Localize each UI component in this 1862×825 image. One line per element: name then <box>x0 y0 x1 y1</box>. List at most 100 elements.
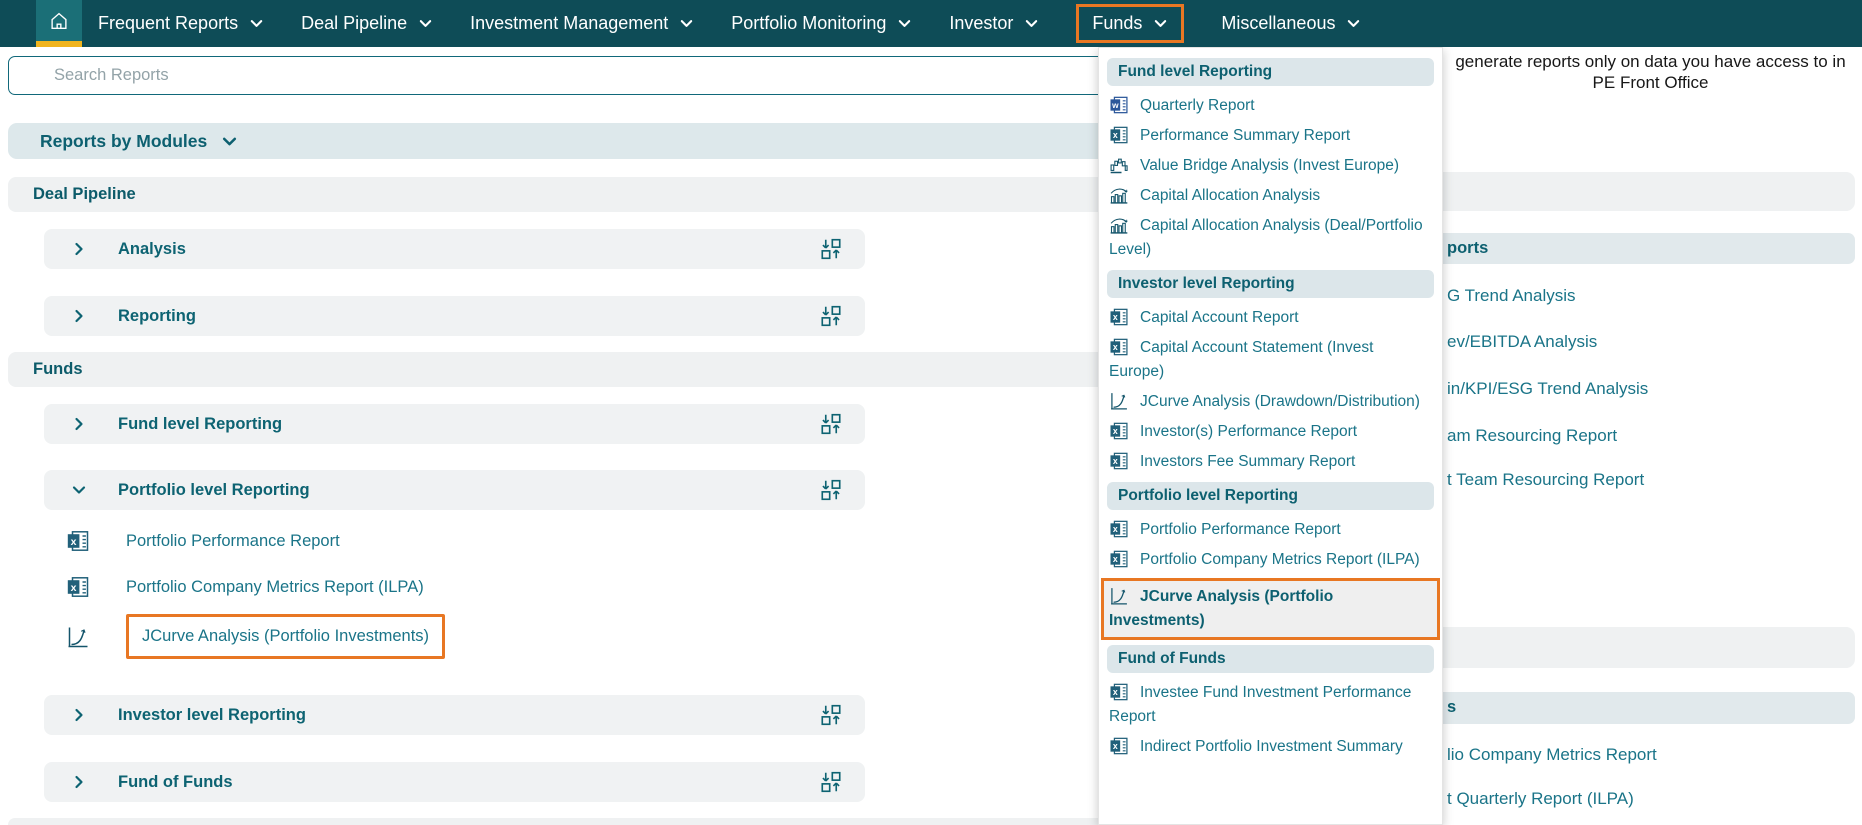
chevron-right-icon <box>75 775 83 789</box>
reorder-icon[interactable] <box>819 412 843 436</box>
chevron-down-icon <box>681 20 693 27</box>
dropdown-header-portfolio-level-reporting: Portfolio level Reporting <box>1107 482 1434 510</box>
dropdown-item-capital-allocation-analysis[interactable]: Capital Allocation Analysis <box>1107 181 1434 211</box>
right-link-kpi-esg-trend-analysis[interactable]: in/KPI/ESG Trend Analysis <box>1447 379 1649 398</box>
excel-icon: x <box>1110 520 1128 538</box>
right-link-ev-ebitda-analysis[interactable]: ev/EBITDA Analysis <box>1447 332 1598 351</box>
reorder-icon[interactable] <box>819 703 843 727</box>
dropdown-item-label: Capital Account Statement (Invest Europe… <box>1109 339 1374 380</box>
excel-icon: x <box>1110 737 1128 755</box>
accordion-label: Portfolio level Reporting <box>118 480 310 499</box>
dropdown-header-fund-level-reporting: Fund level Reporting <box>1107 58 1434 86</box>
excel-icon: x <box>67 577 89 597</box>
dropdown-item-label: Value Bridge Analysis (Invest Europe) <box>1140 157 1400 174</box>
link-portfolio-company-metrics-report-ilpa[interactable]: Portfolio Company Metrics Report (ILPA) <box>126 577 424 596</box>
nav-frequent-reports[interactable]: Frequent Reports <box>98 13 264 34</box>
svg-text:x: x <box>71 536 77 548</box>
accordion-investor-level-reporting[interactable]: Investor level Reporting <box>44 695 865 735</box>
right-link-resourcing-report[interactable]: am Resourcing Report <box>1447 426 1618 445</box>
dropdown-item-label: Indirect Portfolio Investment Summary <box>1140 738 1403 755</box>
dropdown-item-capital-allocation-analysis-deal-portfolio[interactable]: Capital Allocation Analysis (Deal/Portfo… <box>1107 211 1434 265</box>
accordion-label: Investor level Reporting <box>118 705 306 724</box>
right-link-team-resourcing-report[interactable]: t Team Resourcing Report <box>1447 470 1645 489</box>
right-link-quarterly-report-ilpa[interactable]: t Quarterly Report (ILPA) <box>1447 789 1634 808</box>
svg-text:x: x <box>1113 741 1118 751</box>
chevron-down-icon <box>1026 20 1038 27</box>
excel-icon: x <box>1110 550 1128 568</box>
dropdown-item-label: Investor(s) Performance Report <box>1140 423 1358 440</box>
dropdown-item-capital-account-report[interactable]: x Capital Account Report <box>1107 303 1434 333</box>
next-module-header-partial <box>8 818 1108 825</box>
accordion-label: Analysis <box>118 239 186 258</box>
right-link-trend-analysis[interactable]: G Trend Analysis <box>1447 286 1576 305</box>
svg-text:x: x <box>1113 130 1118 140</box>
dropdown-item-label: JCurve Analysis (Drawdown/Distribution) <box>1140 393 1420 410</box>
bar-chart-icon <box>1110 188 1128 204</box>
excel-icon: x <box>1110 126 1128 144</box>
dropdown-item-capital-account-statement[interactable]: x Capital Account Statement (Invest Europ… <box>1107 333 1434 387</box>
dropdown-item-investee-fund-investment-performance-report[interactable]: x Investee Fund Investment Performance Re… <box>1107 678 1434 732</box>
dropdown-item-indirect-portfolio-investment-summary[interactable]: x Indirect Portfolio Investment Summary <box>1107 732 1434 762</box>
nav-label: Portfolio Monitoring <box>731 13 887 33</box>
nav-investor[interactable]: Investor <box>949 13 1039 34</box>
nav-funds[interactable]: Funds <box>1076 4 1185 43</box>
accordion-reporting[interactable]: Reporting <box>44 296 865 336</box>
dropdown-item-label: Capital Account Report <box>1140 309 1299 326</box>
chevron-right-icon <box>75 708 83 722</box>
nav-deal-pipeline[interactable]: Deal Pipeline <box>301 13 433 34</box>
right-link-company-metrics-report[interactable]: lio Company Metrics Report <box>1447 745 1657 764</box>
chevron-right-icon <box>75 242 83 256</box>
dropdown-item-portfolio-company-metrics-report-ilpa[interactable]: x Portfolio Company Metrics Report (ILPA) <box>1107 545 1434 575</box>
reorder-icon[interactable] <box>819 770 843 794</box>
dropdown-item-investors-performance-report[interactable]: x Investor(s) Performance Report <box>1107 417 1434 447</box>
chevron-down-icon <box>899 20 911 27</box>
right-section-header-fragment: ports <box>1447 239 1489 257</box>
reorder-icon[interactable] <box>819 478 843 502</box>
chevron-right-icon <box>75 417 83 431</box>
dropdown-item-quarterly-report[interactable]: w Quarterly Report <box>1107 91 1434 121</box>
reorder-icon[interactable] <box>819 304 843 328</box>
dropdown-item-portfolio-performance-report[interactable]: x Portfolio Performance Report <box>1107 515 1434 545</box>
dropdown-item-label: Portfolio Company Metrics Report (ILPA) <box>1140 551 1420 568</box>
chevron-down-icon <box>223 137 237 145</box>
accordion-label: Reporting <box>118 306 196 325</box>
accordion-analysis[interactable]: Analysis <box>44 229 865 269</box>
excel-icon: x <box>1110 422 1128 440</box>
dropdown-item-label: Investors Fee Summary Report <box>1140 453 1356 470</box>
reorder-icon[interactable] <box>819 237 843 261</box>
chevron-right-icon <box>75 309 83 323</box>
dropdown-item-value-bridge-analysis[interactable]: Value Bridge Analysis (Invest Europe) <box>1107 151 1434 181</box>
accordion-fund-level-reporting[interactable]: Fund level Reporting <box>44 404 865 444</box>
dropdown-item-jcurve-analysis-portfolio-investments[interactable]: JCurve Analysis (Portfolio Investments) <box>1101 578 1440 640</box>
bar-chart-icon <box>1110 218 1128 234</box>
access-note: generate reports only on data you have a… <box>1443 51 1858 93</box>
link-portfolio-performance-report[interactable]: Portfolio Performance Report <box>126 531 340 550</box>
svg-text:x: x <box>1113 456 1118 466</box>
report-row: x Portfolio Company Metrics Report (ILPA… <box>66 575 424 599</box>
dropdown-item-performance-summary-report[interactable]: x Performance Summary Report <box>1107 121 1434 151</box>
home-button[interactable] <box>36 0 82 47</box>
jcurve-icon <box>68 627 88 647</box>
excel-icon: x <box>1110 683 1128 701</box>
excel-icon: x <box>1110 338 1128 356</box>
dropdown-item-label: Investee Fund Investment Performance Rep… <box>1109 684 1412 725</box>
nav-miscellaneous[interactable]: Miscellaneous <box>1221 13 1361 34</box>
link-jcurve-analysis-portfolio-investments[interactable]: JCurve Analysis (Portfolio Investments) <box>126 614 446 659</box>
dropdown-item-jcurve-analysis-drawdown-distribution[interactable]: JCurve Analysis (Drawdown/Distribution) <box>1107 387 1434 417</box>
accordion-label: Fund level Reporting <box>118 414 283 433</box>
accordion-fund-of-funds[interactable]: Fund of Funds <box>44 762 865 802</box>
dropdown-item-label: Quarterly Report <box>1140 97 1255 114</box>
nav-portfolio-monitoring[interactable]: Portfolio Monitoring <box>731 13 912 34</box>
nav-investment-management[interactable]: Investment Management <box>470 13 694 34</box>
module-title: Deal Pipeline <box>33 185 136 203</box>
accordion-portfolio-level-reporting[interactable]: Portfolio level Reporting <box>44 470 865 510</box>
svg-text:x: x <box>1113 687 1118 697</box>
word-icon: w <box>1110 96 1128 114</box>
dropdown-item-label: Portfolio Performance Report <box>1140 521 1341 538</box>
chevron-down-icon <box>1348 20 1360 27</box>
funds-dropdown-menu: Fund level Reporting w Quarterly Report x… <box>1098 47 1443 825</box>
svg-text:x: x <box>1113 524 1118 534</box>
nav-label: Investment Management <box>470 13 669 33</box>
dropdown-item-investors-fee-summary-report[interactable]: x Investors Fee Summary Report <box>1107 447 1434 477</box>
